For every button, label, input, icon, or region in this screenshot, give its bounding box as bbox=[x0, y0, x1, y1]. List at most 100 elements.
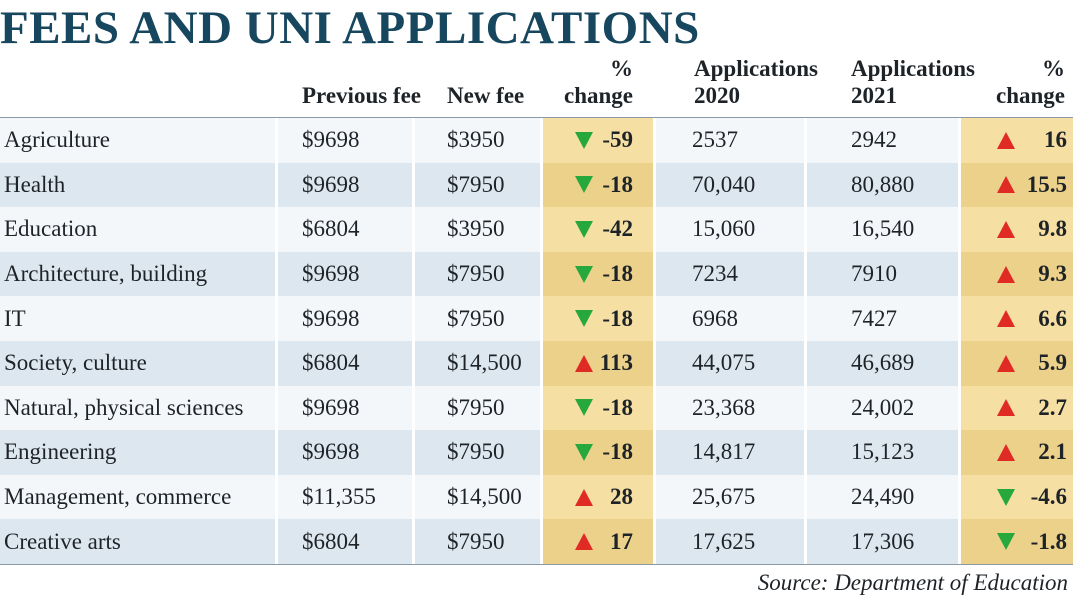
new-fee-text: $3950 bbox=[447, 127, 505, 153]
field-name-text: Health bbox=[4, 171, 66, 197]
fee-change-text: 17 bbox=[610, 528, 633, 554]
previous-fee: $9698 bbox=[278, 162, 412, 208]
header-applications-2020: Applications 2020 bbox=[694, 56, 818, 108]
table-row: IT $9698 $7950 -18 6968 7427 6.6 bbox=[0, 296, 1073, 341]
source-note: Source: Department of Education bbox=[757, 570, 1068, 595]
down-arrow-icon bbox=[575, 131, 593, 149]
applications-2021-text: 17,306 bbox=[851, 528, 915, 554]
data-table: Previous fee New fee % change Applicatio… bbox=[0, 52, 1075, 115]
applications-2021: 24,002 bbox=[807, 385, 958, 431]
new-fee-text: $14,500 bbox=[447, 484, 522, 510]
applications-2020-text: 17,625 bbox=[692, 528, 756, 554]
field-name-text: Architecture, building bbox=[4, 261, 208, 287]
field-name: Health bbox=[0, 162, 275, 208]
table-row: Society, culture $6804 $14,500 113 44,075 46,… bbox=[0, 340, 1073, 386]
applications-2021-text: 7910 bbox=[851, 261, 897, 287]
up-arrow-icon bbox=[997, 220, 1015, 238]
applications-2020: 15,060 bbox=[656, 207, 804, 252]
fee-change-text: -18 bbox=[602, 305, 633, 331]
previous-fee: $9698 bbox=[278, 385, 412, 431]
header-applications-2021: Applications 2021 bbox=[851, 56, 975, 108]
applications-change-text: 16 bbox=[1044, 127, 1067, 153]
applications-change: 5.9 bbox=[961, 340, 1073, 386]
table-row: Engineering $9698 $7950 -18 14,817 15,123 2.1 bbox=[0, 430, 1073, 475]
field-name-text: Education bbox=[4, 216, 98, 242]
applications-change: -1.8 bbox=[961, 519, 1073, 564]
previous-fee-text: $11,355 bbox=[302, 484, 376, 510]
down-arrow-icon bbox=[575, 399, 593, 417]
previous-fee-text: $9698 bbox=[302, 127, 360, 153]
up-arrow-icon bbox=[997, 354, 1015, 372]
table-row: Natural, physical sciences $9698 $7950 -18 2… bbox=[0, 385, 1073, 431]
new-fee-text: $7950 bbox=[447, 528, 505, 554]
header-applications-change: % change bbox=[996, 56, 1065, 108]
applications-change: 9.3 bbox=[961, 251, 1073, 297]
applications-change: 2.1 bbox=[961, 430, 1073, 475]
previous-fee: $11,355 bbox=[278, 474, 412, 520]
applications-2020-text: 15,060 bbox=[692, 216, 756, 242]
fee-change: -42 bbox=[543, 207, 653, 252]
new-fee: $7950 bbox=[415, 519, 540, 564]
applications-2021: 7910 bbox=[807, 251, 958, 297]
previous-fee: $9698 bbox=[278, 296, 412, 341]
table-body: Agriculture $9698 $3950 -59 2537 2942 16 Health… bbox=[0, 117, 1073, 565]
applications-2021: 2942 bbox=[807, 118, 958, 163]
applications-change-text: 2.7 bbox=[1038, 394, 1067, 420]
fee-change: -59 bbox=[543, 118, 653, 163]
applications-2020-text: 2537 bbox=[692, 127, 738, 153]
down-arrow-icon bbox=[575, 265, 593, 283]
down-arrow-icon bbox=[997, 533, 1015, 551]
field-name-text: Agriculture bbox=[4, 127, 111, 153]
new-fee: $7950 bbox=[415, 296, 540, 341]
table-row: Health $9698 $7950 -18 70,040 80,880 15.5 bbox=[0, 162, 1073, 208]
previous-fee-text: $9698 bbox=[302, 394, 360, 420]
previous-fee: $6804 bbox=[278, 340, 412, 386]
field-name: Society, culture bbox=[0, 340, 275, 386]
applications-2021: 80,880 bbox=[807, 162, 958, 208]
applications-2020: 6968 bbox=[656, 296, 804, 341]
applications-2020: 7234 bbox=[656, 251, 804, 297]
up-arrow-icon bbox=[997, 310, 1015, 328]
up-arrow-icon bbox=[575, 533, 593, 551]
fee-change-text: -42 bbox=[602, 216, 633, 242]
new-fee-text: $7950 bbox=[447, 439, 505, 465]
fee-change: -18 bbox=[543, 430, 653, 475]
down-arrow-icon bbox=[997, 488, 1015, 506]
field-name: Creative arts bbox=[0, 519, 275, 564]
applications-2021-text: 24,490 bbox=[851, 484, 915, 510]
down-arrow-icon bbox=[575, 176, 593, 194]
table-header: Previous fee New fee % change Applicatio… bbox=[0, 52, 1075, 115]
previous-fee-text: $9698 bbox=[302, 439, 360, 465]
new-fee-text: $3950 bbox=[447, 216, 505, 242]
applications-2021-text: 24,002 bbox=[851, 394, 915, 420]
up-arrow-icon bbox=[997, 176, 1015, 194]
field-name-text: Engineering bbox=[4, 439, 117, 465]
applications-2021: 7427 bbox=[807, 296, 958, 341]
applications-2021: 15,123 bbox=[807, 430, 958, 475]
fee-change: -18 bbox=[543, 296, 653, 341]
applications-2020: 14,817 bbox=[656, 430, 804, 475]
table-row: Creative arts $6804 $7950 17 17,625 17,306 -1.… bbox=[0, 519, 1073, 564]
new-fee: $7950 bbox=[415, 162, 540, 208]
fee-change: -18 bbox=[543, 251, 653, 297]
applications-2020: 70,040 bbox=[656, 162, 804, 208]
field-name-text: Society, culture bbox=[4, 350, 147, 376]
field-name: Architecture, building bbox=[0, 251, 275, 297]
applications-2020-text: 70,040 bbox=[692, 171, 756, 197]
fee-change-text: -18 bbox=[602, 394, 633, 420]
applications-change: 16 bbox=[961, 118, 1073, 163]
previous-fee-text: $9698 bbox=[302, 171, 360, 197]
previous-fee-text: $9698 bbox=[302, 261, 360, 287]
applications-change-text: 5.9 bbox=[1038, 350, 1067, 376]
fee-change-text: -18 bbox=[602, 261, 633, 287]
fee-change-text: 113 bbox=[599, 350, 633, 376]
applications-change: 9.8 bbox=[961, 207, 1073, 252]
previous-fee-text: $6804 bbox=[302, 528, 360, 554]
applications-2021-text: 15,123 bbox=[851, 439, 915, 465]
applications-2021-text: 16,540 bbox=[851, 216, 915, 242]
new-fee: $7950 bbox=[415, 430, 540, 475]
applications-2020-text: 23,368 bbox=[692, 394, 756, 420]
field-name: IT bbox=[0, 296, 275, 341]
applications-2020: 25,675 bbox=[656, 474, 804, 520]
fee-change-text: -18 bbox=[602, 171, 633, 197]
